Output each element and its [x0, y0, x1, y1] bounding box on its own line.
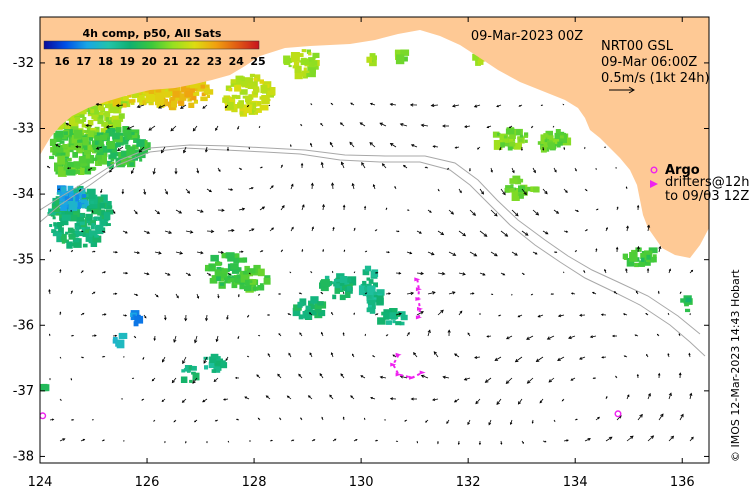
lon-tick-label: 126	[135, 475, 160, 490]
drifter-legend-time: to 09/03 12Z	[665, 189, 749, 204]
colorbar-tick-20: 20	[141, 55, 157, 68]
date-label: 09-Mar-2023 00Z	[471, 29, 583, 44]
lat-tick-label: -37	[13, 384, 34, 399]
argo-legend-marker	[650, 166, 658, 174]
sst-patch	[283, 49, 320, 80]
colorbar-tick-17: 17	[76, 55, 91, 68]
colorbar-tick-22: 22	[185, 55, 200, 68]
colorbar-tick-21: 21	[163, 55, 178, 68]
sst-patch	[537, 129, 572, 153]
sst-patch	[377, 308, 408, 326]
drifter-track	[390, 352, 426, 380]
colorbar-tick-24: 24	[229, 55, 245, 68]
sst-patch	[366, 53, 377, 67]
sst-patch	[492, 127, 529, 151]
sst-patch	[394, 49, 410, 65]
argo-float-marker	[40, 412, 47, 420]
latitude-axis: -32 -33 -34 -35 -36 -37 -38	[13, 56, 709, 464]
sst-patch	[47, 185, 114, 249]
lon-tick-label: 130	[349, 475, 374, 490]
sst-patch	[680, 295, 693, 313]
lon-tick-label: 136	[670, 475, 695, 490]
credit-label: © IMOS 12-Mar-2023 14:43 Hobart	[729, 269, 742, 462]
colorbar-tick-16: 16	[54, 55, 70, 68]
argo-floats	[40, 410, 622, 420]
sst-patch	[622, 247, 658, 268]
lat-tick-label: -35	[13, 253, 34, 268]
colorbar-tick-19: 19	[120, 55, 135, 68]
lon-tick-label: 134	[563, 475, 588, 490]
sst-patch	[504, 175, 540, 201]
sst-patch	[180, 365, 200, 383]
lat-tick-label: -32	[13, 56, 34, 71]
colorbar-tick-23: 23	[207, 55, 222, 68]
colorbar-tick-18: 18	[98, 55, 113, 68]
scale-arrow	[609, 86, 635, 94]
current-vectors	[46, 102, 694, 446]
drifter-tracks	[390, 277, 426, 380]
sst-patch	[40, 383, 50, 392]
sst-patch	[204, 252, 251, 289]
sst-patch	[130, 310, 144, 327]
colorbar-ramp	[43, 40, 260, 50]
lat-tick-label: -38	[13, 449, 34, 464]
legend: Argo drifters@12h to 09/03 12Z	[650, 163, 750, 204]
longitude-axis: 124 126 128 130 132 134 136	[28, 17, 695, 490]
sst-patch	[112, 332, 128, 349]
lon-tick-label: 132	[456, 475, 481, 490]
sst-patch	[319, 273, 357, 301]
colorbar-tick-labels: 16 17 18 19 20 21 22 23 24 25	[54, 55, 265, 68]
argo-float-marker	[614, 410, 622, 418]
argo-legend-label: Argo	[665, 163, 700, 178]
lon-tick-label: 128	[242, 475, 267, 490]
product-label: NRT00 GSL	[601, 39, 674, 54]
drifter-legend-label: drifters@12h	[665, 175, 750, 190]
colorbar: 4h comp, p50, All Sats 16 17 18 19 20 21 22 23 2…	[43, 27, 266, 68]
sst-patch	[49, 126, 108, 177]
drifter-legend-marker	[650, 180, 658, 188]
lat-tick-label: -36	[13, 318, 34, 333]
plot-frame	[39, 16, 710, 464]
colorbar-title: 4h comp, p50, All Sats	[83, 27, 222, 40]
land-mass	[40, 17, 709, 258]
lat-tick-label: -33	[13, 122, 34, 137]
colorbar-tick-25: 25	[250, 55, 265, 68]
lat-tick-label: -34	[13, 187, 34, 202]
sst-patch	[292, 296, 327, 320]
sst-patch	[222, 73, 276, 117]
scale-label: 0.5m/s (1kt 24h)	[601, 71, 710, 86]
drifter-track	[414, 277, 423, 320]
sst-patch	[358, 265, 385, 314]
lon-tick-label: 124	[28, 475, 53, 490]
valid-time-label: 09-Mar 06:00Z	[601, 55, 697, 70]
